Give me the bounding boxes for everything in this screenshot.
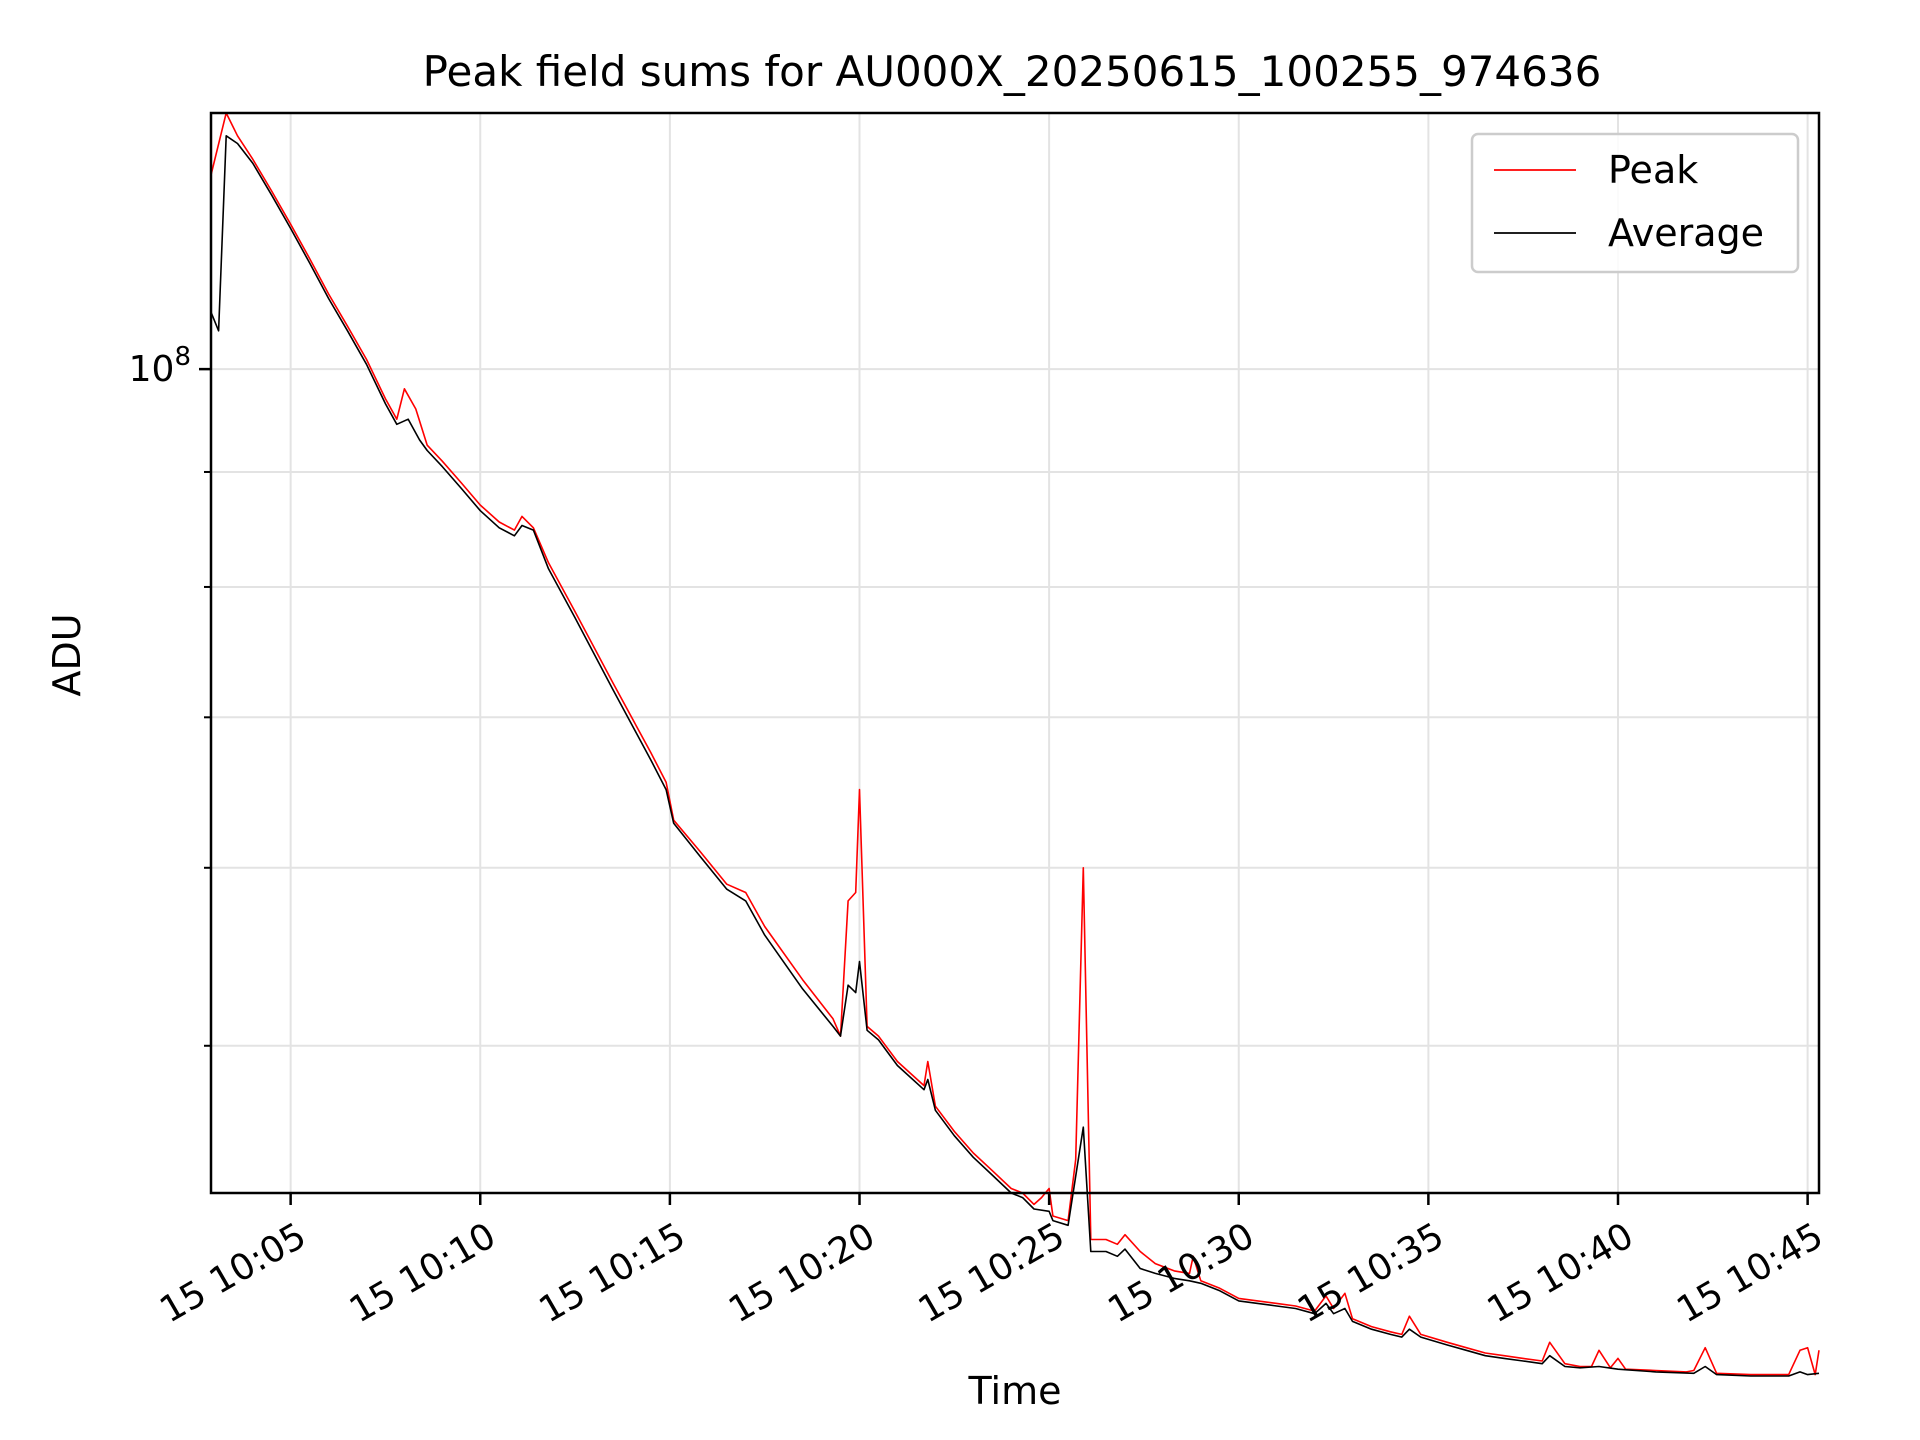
y-axis: 108: [129, 342, 211, 1047]
chart-title: Peak field sums for AU000X_20250615_1002…: [423, 47, 1602, 96]
legend-box: [1470, 132, 1800, 274]
legend-peak-label: Peak: [1608, 148, 1698, 192]
x-tick-label: 15 10:05: [153, 1215, 313, 1331]
legend-average-label: Average: [1608, 211, 1764, 255]
x-tick-label: 15 10:30: [1101, 1215, 1261, 1331]
y-axis-label: ADU: [45, 613, 89, 696]
y-tick-label: 108: [129, 342, 191, 390]
x-tick-label: 15 10:10: [343, 1215, 503, 1331]
x-tick-label: 15 10:15: [532, 1215, 692, 1331]
x-tick-label: 15 10:40: [1481, 1215, 1641, 1331]
x-tick-label: 15 10:45: [1670, 1215, 1830, 1331]
x-tick-label: 15 10:25: [912, 1215, 1072, 1331]
legend: Peak Average: [1470, 132, 1800, 274]
series-average-line: [210, 135, 1820, 1377]
plot-frame: [209, 111, 1821, 1195]
x-axis: 15 10:05 15 10:10 15 10:15 15 10:20 15 10:25…: [153, 1193, 1830, 1331]
series-peak-line: [210, 112, 1820, 1376]
x-axis-label: Time: [968, 1369, 1062, 1413]
x-tick-label: 15 10:35: [1291, 1215, 1451, 1331]
series-layer: [210, 112, 1820, 1377]
grid: [211, 113, 1819, 1193]
x-tick-label: 15 10:20: [722, 1215, 882, 1331]
